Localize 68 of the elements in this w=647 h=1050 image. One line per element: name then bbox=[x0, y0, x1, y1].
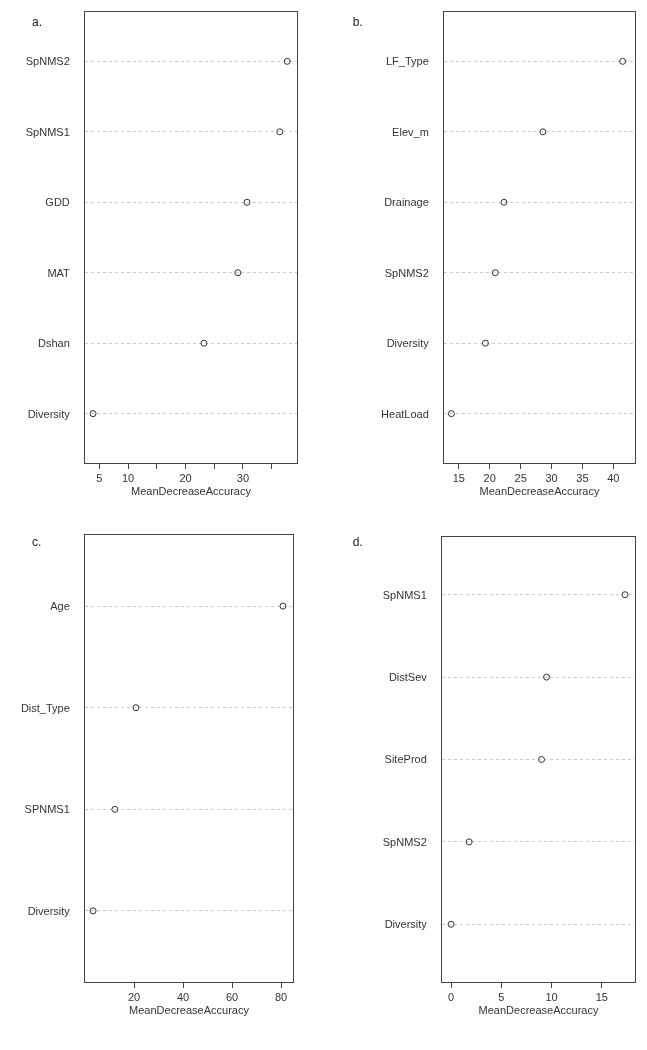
y-tick-label: HeatLoad bbox=[381, 407, 429, 420]
y-tick-label: Elev_m bbox=[392, 125, 429, 138]
y-tick-label: SpNMS2 bbox=[382, 835, 427, 848]
chart-title: b. bbox=[352, 15, 363, 30]
chart-title: c. bbox=[32, 535, 42, 550]
point bbox=[543, 673, 551, 681]
x-tick-label: 10 bbox=[545, 991, 558, 1004]
x-tick-label: 60 bbox=[225, 991, 239, 1004]
y-tick-label: GDD bbox=[45, 196, 70, 209]
point bbox=[539, 128, 547, 136]
y-tick-label: SpNMS1 bbox=[382, 588, 427, 601]
x-tick-label: 0 bbox=[447, 991, 455, 1004]
y-tick-label: Dist_Type bbox=[20, 701, 70, 714]
y-tick-label: MAT bbox=[47, 266, 71, 279]
x-tick-label: 35 bbox=[576, 472, 589, 485]
y-tick-label: Diversity bbox=[27, 407, 71, 420]
x-tick-label: 40 bbox=[176, 991, 190, 1004]
y-tick-label: SpNMS2 bbox=[25, 55, 70, 68]
x-tick-label: 20 bbox=[127, 991, 141, 1004]
point bbox=[447, 410, 455, 418]
y-tick-label: LF_Type bbox=[385, 55, 429, 68]
y-tick-label: SpNMS1 bbox=[25, 125, 70, 138]
y-tick-label: DistSev bbox=[388, 670, 428, 683]
point bbox=[491, 269, 499, 277]
x-tick-label: 5 bbox=[498, 991, 505, 1004]
x-axis-title: MeanDecreaseAccuracy bbox=[479, 485, 600, 498]
x-axis-title: MeanDecreaseAccuracy bbox=[131, 485, 252, 498]
point bbox=[500, 198, 508, 206]
point bbox=[279, 602, 287, 610]
x-tick-label: 30 bbox=[236, 472, 250, 485]
point bbox=[132, 704, 140, 712]
x-tick-label: 80 bbox=[274, 991, 288, 1004]
point bbox=[234, 269, 242, 277]
point bbox=[89, 907, 97, 915]
x-axis-title: MeanDecreaseAccuracy bbox=[478, 1004, 599, 1017]
y-tick-label: SiteProd bbox=[384, 753, 427, 766]
point bbox=[621, 591, 629, 599]
x-tick-label: 40 bbox=[607, 472, 620, 485]
y-tick-label: Dshan bbox=[38, 337, 70, 350]
chart-title: d. bbox=[352, 535, 363, 550]
x-tick-label: 20 bbox=[483, 472, 496, 485]
y-tick-label: SpNMS2 bbox=[384, 266, 429, 279]
x-tick-label: 25 bbox=[514, 472, 527, 485]
point bbox=[447, 920, 455, 928]
y-tick-label: Drainage bbox=[384, 196, 429, 209]
point bbox=[243, 198, 251, 206]
x-axis-title: MeanDecreaseAccuracy bbox=[129, 1004, 250, 1017]
y-tick-label: Diversity bbox=[386, 337, 430, 350]
chart-title: a. bbox=[32, 15, 43, 30]
x-tick-label: 15 bbox=[595, 991, 608, 1004]
y-tick-label: Age bbox=[50, 599, 70, 612]
x-tick-label: 20 bbox=[179, 472, 192, 485]
y-tick-label: SPNMS1 bbox=[24, 803, 70, 816]
point bbox=[200, 339, 208, 347]
point bbox=[538, 756, 546, 763]
point bbox=[619, 57, 627, 65]
x-tick-label: 10 bbox=[121, 472, 135, 485]
y-tick-label: Diversity bbox=[27, 904, 71, 917]
point bbox=[481, 339, 489, 347]
y-tick-label: Diversity bbox=[384, 918, 428, 931]
point bbox=[465, 838, 473, 846]
point bbox=[89, 410, 97, 418]
point bbox=[276, 128, 284, 136]
point bbox=[111, 805, 119, 813]
x-tick-label: 30 bbox=[545, 472, 558, 485]
point bbox=[283, 57, 291, 65]
x-tick-label: 15 bbox=[452, 472, 465, 485]
x-tick-label: 5 bbox=[96, 472, 103, 485]
